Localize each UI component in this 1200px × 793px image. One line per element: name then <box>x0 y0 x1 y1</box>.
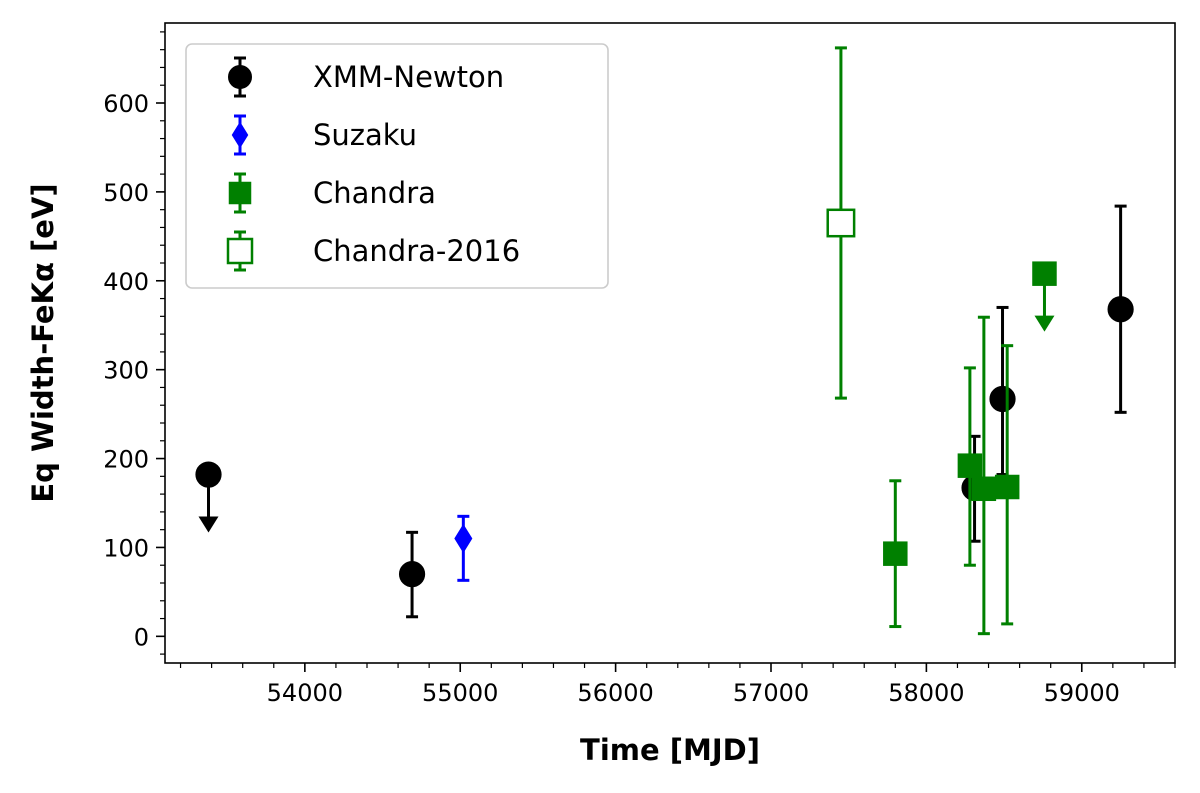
y-tick-label: 0 <box>134 623 149 651</box>
legend-marker <box>231 121 249 149</box>
y-tick-label: 300 <box>103 357 149 385</box>
y-tick-label: 200 <box>103 446 149 474</box>
x-tick-label: 55000 <box>422 679 498 707</box>
data-point <box>826 208 856 238</box>
legend: XMM-Newton Suzaku Chandra Chandra-2016 <box>185 43 609 289</box>
y-tick-label: 600 <box>103 90 149 118</box>
legend-entry: Chandra <box>228 172 436 214</box>
legend-box <box>185 43 609 289</box>
x-tick-label: 58000 <box>888 679 964 707</box>
upper-limit-arrowhead <box>198 516 219 533</box>
upper-limit-arrowhead <box>1034 315 1055 332</box>
data-point <box>994 474 1020 500</box>
data-point <box>398 561 426 588</box>
y-axis-title: Eq Width-FeKα [eV] <box>26 183 60 502</box>
data-point <box>883 541 908 566</box>
data-point <box>1107 296 1134 323</box>
data-point <box>957 453 983 478</box>
series-chandra-2016 <box>826 46 856 400</box>
legend-marker <box>226 237 254 265</box>
plot-frame <box>164 22 1176 664</box>
x-tick-label: 57000 <box>733 679 809 707</box>
legend-label: Chandra-2016 <box>313 234 520 268</box>
legend-entry: Chandra-2016 <box>226 230 520 272</box>
plot-area <box>195 46 1134 636</box>
data-point <box>1032 261 1057 286</box>
data-point <box>971 476 997 502</box>
data-point <box>989 385 1016 413</box>
x-tick-label: 59000 <box>1044 679 1120 707</box>
x-axis-title: Time [MJD] <box>580 733 760 767</box>
data-point <box>195 461 222 488</box>
series-chandra <box>883 261 1057 636</box>
data-point <box>454 523 473 554</box>
x-axis: 54000 55000 56000 57000 58000 59000 <box>179 663 1176 707</box>
y-axis: 0 100 200 300 400 500 600 <box>103 31 165 655</box>
legend-entry: Suzaku <box>231 114 417 156</box>
legend-marker <box>228 181 252 205</box>
legend-marker <box>228 65 252 89</box>
y-tick-label: 400 <box>103 268 149 296</box>
x-tick-label: 54000 <box>267 679 343 707</box>
legend-label: Chandra <box>313 176 436 210</box>
legend-entry: XMM-Newton <box>228 56 504 98</box>
legend-label: XMM-Newton <box>313 60 504 94</box>
series-suzaku <box>454 514 473 582</box>
y-tick-label: 500 <box>103 179 149 207</box>
y-tick-label: 100 <box>103 534 149 562</box>
legend-label: Suzaku <box>313 118 417 152</box>
x-tick-label: 56000 <box>577 679 653 707</box>
